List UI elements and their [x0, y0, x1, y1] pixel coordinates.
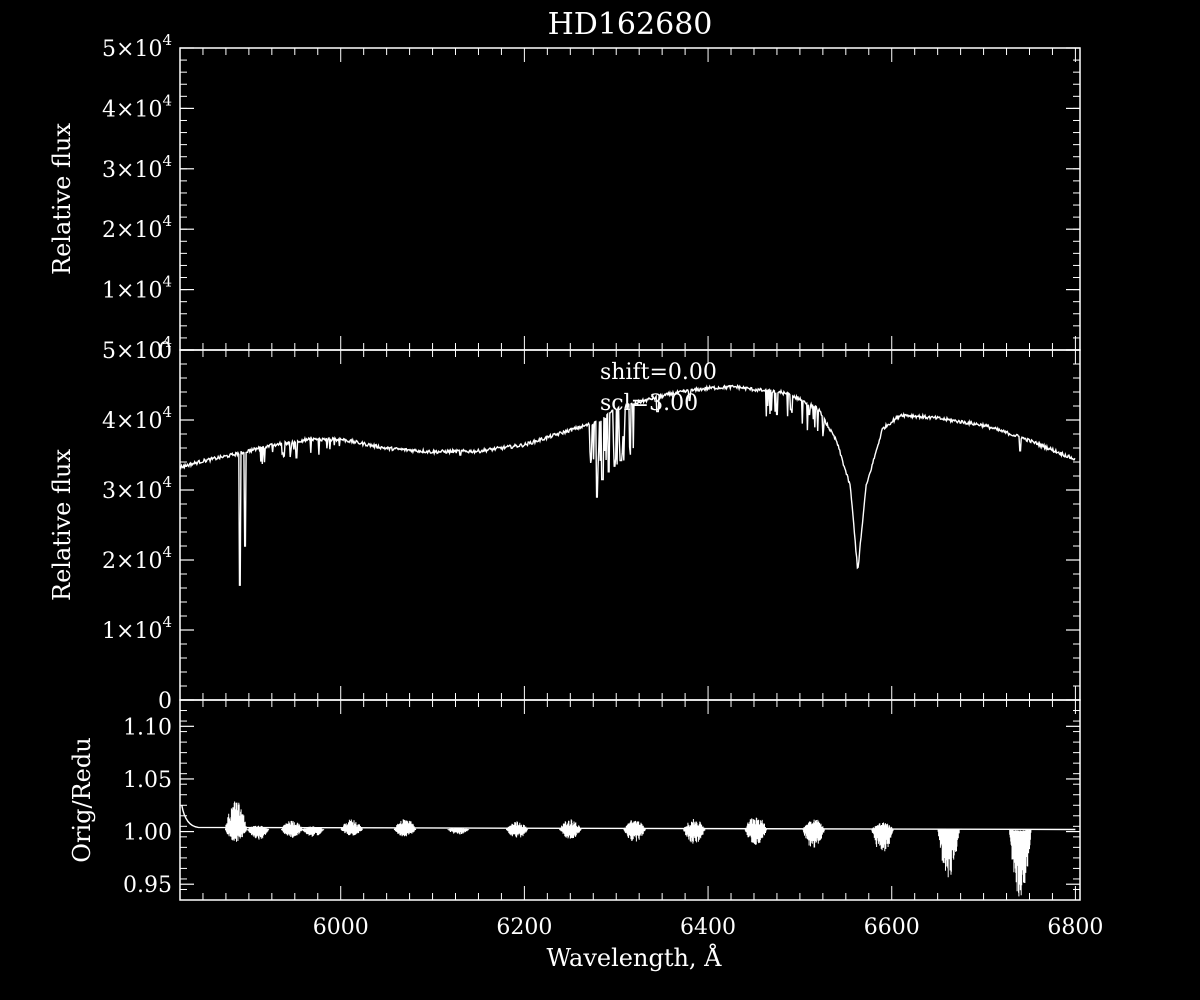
x-axis-label: Wavelength, Å: [546, 943, 722, 972]
y-tick-label: 3×104: [102, 152, 172, 183]
ratio-residual-feature: [281, 820, 304, 838]
middle-spectrum-line: [179, 384, 1076, 586]
ratio-residual-feature: [447, 827, 470, 835]
bottom-panel-frame: [179, 699, 1081, 901]
y-tick-label: 0: [158, 689, 172, 714]
ratio-residual-feature: [871, 822, 894, 852]
y-tick-label: 2×104: [102, 543, 172, 574]
y-tick-label: 0: [158, 339, 172, 364]
ratio-residual-feature: [802, 819, 825, 848]
ratio-residual-feature: [393, 819, 417, 837]
ratio-residual-feature: [247, 825, 270, 840]
y-tick-label: 1.05: [123, 768, 172, 793]
ratio-residual-feature: [225, 801, 248, 842]
y-tick-label: 1.10: [123, 715, 172, 740]
ratio-line: [181, 805, 1076, 831]
y-tick-label: 3×104: [102, 473, 172, 504]
y-tick-label: 4×104: [102, 91, 172, 122]
y-tick-label: 5×104: [102, 333, 172, 364]
ratio-residual-feature: [1009, 829, 1032, 897]
ratio-residual-feature: [937, 829, 960, 878]
y-tick-label: 0.95: [123, 873, 172, 898]
y-tick-label: 5×104: [102, 31, 172, 62]
top-flux-panel: Relative flux 0 1×104 2×104 3×104 4×104 5×104: [48, 31, 1081, 364]
ratio-residual-feature: [744, 817, 767, 845]
ratio-residual-feature: [302, 826, 325, 837]
top-y-axis-label: Relative flux: [48, 123, 76, 275]
y-tick-label: 4×104: [102, 403, 172, 434]
y-tick-label: 1.00: [123, 821, 172, 846]
x-tick-label: 6200: [496, 915, 552, 940]
scale-annotation: scl=3.00: [600, 391, 698, 416]
x-tick-label: 6600: [864, 915, 920, 940]
x-tick-label: 6000: [313, 915, 369, 940]
y-tick-label: 2×104: [102, 212, 172, 243]
shift-annotation: shift=0.00: [600, 360, 717, 385]
middle-flux-panel: Relative flux shift=0.00 scl=3.00 0 1×104…: [48, 333, 1081, 714]
middle-y-axis-label: Relative flux: [48, 449, 76, 601]
ratio-residual-feature: [559, 819, 582, 839]
y-tick-label: 1×104: [102, 273, 172, 304]
chart-title: HD162680: [548, 7, 713, 42]
ratio-residual-feature: [623, 820, 646, 842]
ratio-residual-feature: [340, 819, 363, 836]
x-tick-label: 6800: [1047, 915, 1103, 940]
y-tick-label: 1×104: [102, 613, 172, 644]
bottom-y-axis-label: Orig/Redu: [68, 737, 96, 862]
ratio-residual-feature: [506, 821, 529, 838]
ratio-residual-feature: [683, 819, 706, 844]
top-panel-frame: [179, 47, 1081, 351]
ratio-panel: Orig/Redu Wavelength, Å 0.95 1.00 1.05 1.10…: [68, 699, 1103, 972]
x-tick-label: 6400: [680, 915, 736, 940]
